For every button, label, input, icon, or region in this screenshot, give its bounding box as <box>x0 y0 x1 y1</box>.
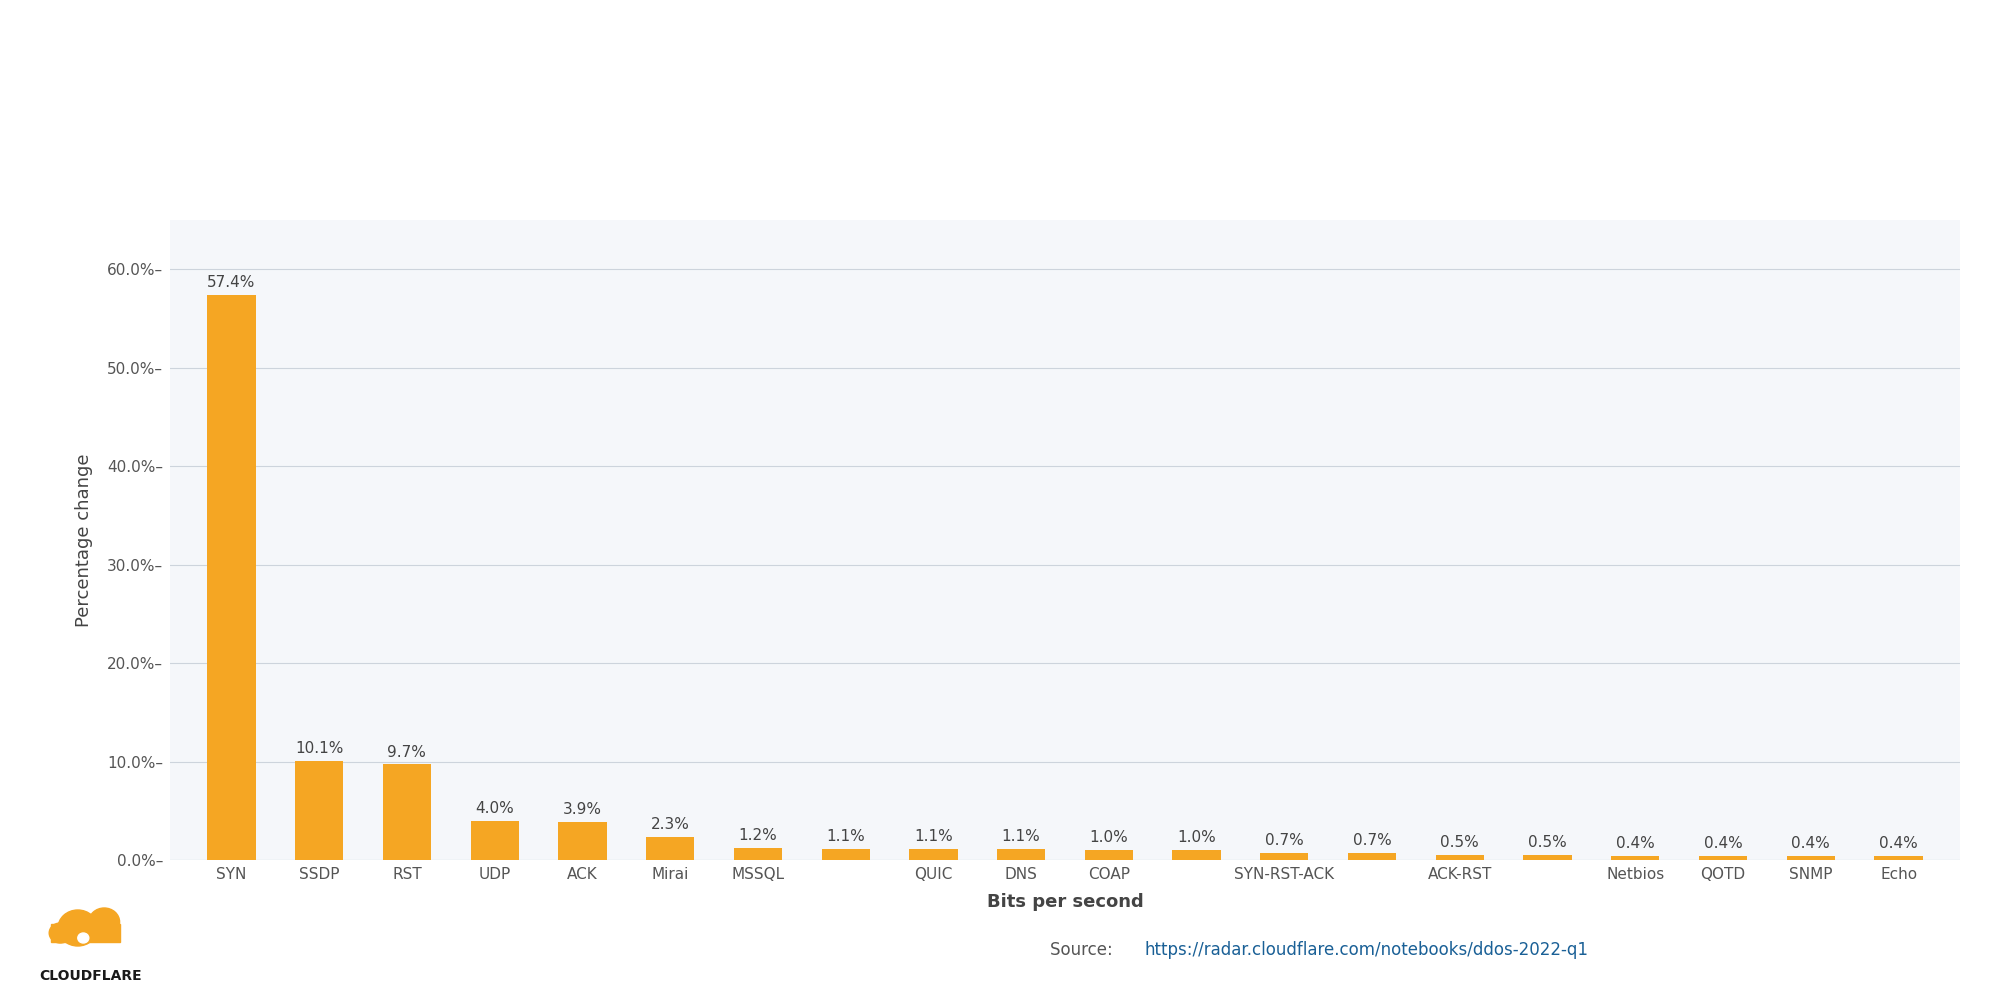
Text: 0.7%: 0.7% <box>1264 833 1304 848</box>
Bar <box>1786 856 1834 860</box>
Text: 0.4%: 0.4% <box>1704 836 1742 851</box>
Text: https://radar.cloudflare.com/notebooks/ddos-2022-q1: https://radar.cloudflare.com/notebooks/d… <box>1144 941 1588 959</box>
Bar <box>52 924 120 942</box>
Bar <box>1172 850 1220 860</box>
Bar <box>1436 855 1484 860</box>
Circle shape <box>58 910 98 946</box>
Bar <box>1612 856 1660 860</box>
Bar <box>1874 856 1922 860</box>
Circle shape <box>78 933 88 943</box>
Text: 1.1%: 1.1% <box>914 829 952 844</box>
Bar <box>208 295 256 860</box>
Bar <box>1524 855 1572 860</box>
Bar <box>1260 853 1308 860</box>
Text: 2.3%: 2.3% <box>650 817 690 832</box>
Bar <box>296 761 344 860</box>
Text: 10.1%: 10.1% <box>294 741 344 756</box>
Text: 4.0%: 4.0% <box>476 801 514 816</box>
Bar <box>1348 853 1396 860</box>
Bar <box>734 848 782 860</box>
Circle shape <box>88 908 120 936</box>
Bar <box>996 849 1046 860</box>
Text: 1.0%: 1.0% <box>1090 830 1128 845</box>
Text: 0.7%: 0.7% <box>1352 833 1392 848</box>
Text: CLOUDFLARE: CLOUDFLARE <box>40 969 142 983</box>
Circle shape <box>50 923 72 943</box>
Bar <box>382 764 432 860</box>
Text: 1.0%: 1.0% <box>1178 830 1216 845</box>
Y-axis label: Percentage change: Percentage change <box>76 453 94 627</box>
Bar <box>1698 856 1748 860</box>
Text: 1.1%: 1.1% <box>826 829 866 844</box>
Text: Source:: Source: <box>1050 941 1118 959</box>
Bar <box>1084 850 1134 860</box>
Text: 0.5%: 0.5% <box>1440 835 1480 850</box>
X-axis label: Bits per second: Bits per second <box>986 893 1144 911</box>
Text: 9.7%: 9.7% <box>388 745 426 760</box>
Text: 57.4%: 57.4% <box>208 275 256 290</box>
Text: 3.9%: 3.9% <box>562 802 602 817</box>
Bar <box>646 837 694 860</box>
Text: 0.5%: 0.5% <box>1528 835 1566 850</box>
Bar <box>558 822 606 860</box>
Bar <box>470 821 518 860</box>
Bar <box>822 849 870 860</box>
Text: Network-Layer DDoS Attacks - Distribution by top attack vectors: Network-Layer DDoS Attacks - Distributio… <box>44 64 1262 97</box>
Text: 1.1%: 1.1% <box>1002 829 1040 844</box>
Bar <box>910 849 958 860</box>
Text: 0.4%: 0.4% <box>1880 836 1918 851</box>
Text: 0.4%: 0.4% <box>1616 836 1654 851</box>
Text: 0.4%: 0.4% <box>1792 836 1830 851</box>
Text: 1.2%: 1.2% <box>738 828 778 843</box>
